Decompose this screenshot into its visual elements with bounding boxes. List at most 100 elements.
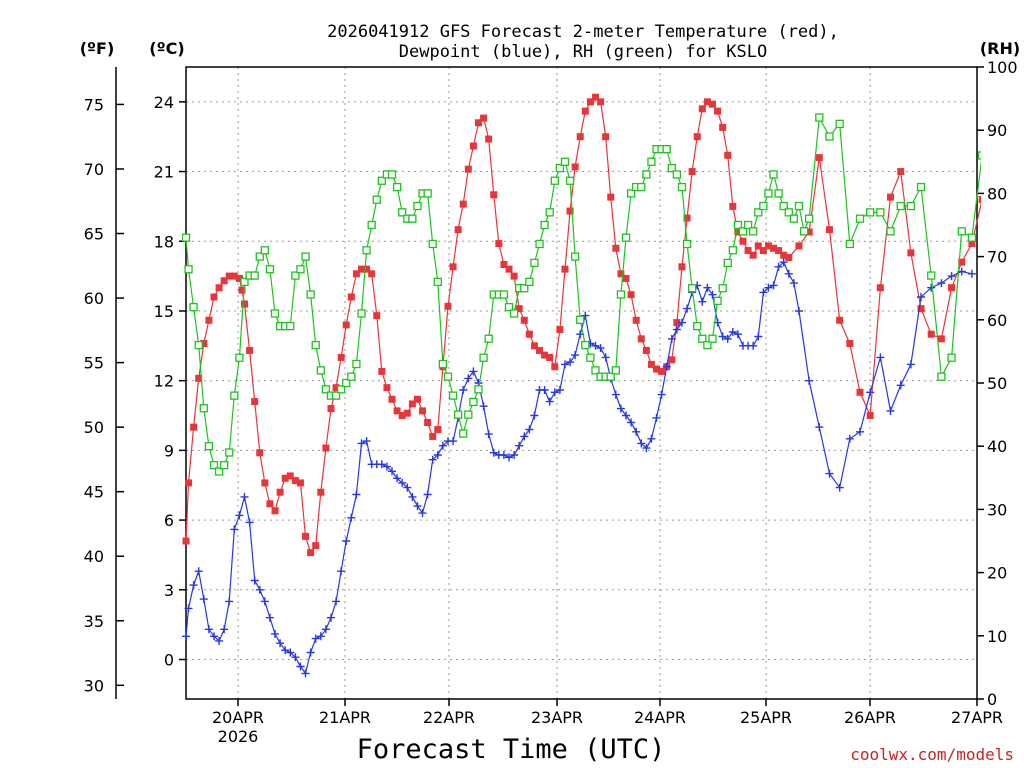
temperature-point: [276, 488, 284, 496]
temperature-point: [927, 330, 935, 338]
dewpoint-point: [906, 360, 915, 369]
temperature-point: [622, 274, 630, 282]
temperature-point: [337, 353, 345, 361]
dewpoint-point: [184, 604, 193, 613]
unit-fahrenheit-label: (ºF): [80, 39, 115, 58]
celsius-tick-label: 15: [154, 302, 174, 321]
temperature-point: [627, 291, 635, 299]
temperature-point: [342, 321, 350, 329]
rh-point: [1009, 108, 1016, 115]
rh-point: [286, 321, 295, 331]
dewpoint-point: [182, 632, 190, 641]
rh-point: [301, 252, 310, 261]
dewpoint-point: [388, 467, 396, 476]
dewpoint-point: [795, 307, 803, 315]
fahrenheit-tick-label: 35: [84, 612, 104, 631]
dewpoint-point: [845, 434, 854, 443]
dewpoint-point: [510, 451, 519, 459]
temperature-point: [825, 226, 833, 234]
temperature-point: [480, 114, 488, 122]
dewpoint-point: [377, 460, 386, 469]
rh-point: [225, 448, 234, 457]
rh-point: [576, 315, 585, 324]
dewpoint-point: [764, 283, 773, 292]
rh-point: [550, 176, 559, 185]
temperature-point: [989, 235, 996, 242]
temperature-point: [347, 293, 355, 301]
dewpoint-point: [403, 483, 412, 492]
dewpoint-point: [449, 437, 458, 446]
rh-point: [626, 189, 636, 198]
dewpoint-point: [703, 283, 712, 292]
dewpoint-point: [647, 434, 656, 443]
temperature-point: [286, 472, 294, 480]
rh-point: [789, 214, 799, 223]
dewpoint-point: [215, 636, 224, 645]
temperature-point: [866, 412, 874, 420]
x-axis-title: Forecast Time (UTC): [357, 734, 666, 765]
rh-point: [530, 258, 539, 268]
rh-point: [367, 220, 376, 230]
dewpoint-point: [194, 567, 203, 576]
rh-point: [260, 246, 269, 255]
temperature-point: [363, 265, 371, 273]
rh-point: [235, 353, 244, 362]
rh-point: [255, 252, 264, 261]
temperature-point: [281, 474, 289, 482]
rh-point: [784, 208, 793, 217]
dewpoint-point: [561, 360, 569, 369]
dewpoint-point: [540, 386, 549, 394]
temperature-point: [591, 93, 599, 101]
temperature-point: [581, 107, 589, 115]
rh-point: [769, 170, 778, 179]
dewpoint-point: [347, 513, 356, 522]
temperature-point: [597, 98, 605, 106]
rh-point: [347, 372, 356, 381]
rh-tick-label: 40: [987, 437, 1007, 456]
dewpoint-point: [337, 567, 346, 576]
dewpoint-point: [311, 634, 320, 643]
temperature-point: [530, 342, 538, 350]
dewpoint-point: [622, 411, 630, 420]
celsius-tick-label: 18: [154, 232, 174, 251]
temperature-point: [551, 363, 559, 371]
temperature-point: [907, 249, 915, 257]
temperature-point: [261, 479, 269, 487]
dewpoint-point: [525, 425, 534, 434]
temperature-point: [876, 284, 884, 292]
x-tick-label: 21APR: [319, 708, 371, 727]
rh-point: [876, 208, 885, 217]
temperature-point: [302, 532, 310, 540]
rh-point: [230, 391, 239, 400]
temperature-point: [683, 214, 691, 222]
dewpoint-point: [698, 297, 707, 306]
temperature-point: [485, 135, 493, 143]
dewpoint-point: [459, 386, 468, 394]
temperature-point: [444, 302, 452, 310]
temperature-point: [322, 444, 330, 452]
temperature-point: [754, 242, 762, 250]
dewpoint-point: [489, 448, 498, 457]
temperature-point: [238, 286, 246, 294]
dewpoint-point: [255, 585, 264, 594]
dewpoint-point: [769, 281, 778, 290]
temperature-point: [566, 207, 574, 215]
rh-point: [774, 189, 783, 198]
dewpoint-point: [321, 625, 330, 634]
fahrenheit-tick-label: 70: [84, 160, 104, 179]
rh-tick-label: 100: [987, 58, 1018, 77]
rh-line: [185, 115, 981, 473]
dewpoint-point: [332, 597, 341, 606]
temperature-point: [642, 346, 650, 354]
rh-point: [713, 296, 722, 305]
rh-point: [342, 378, 351, 388]
unit-rh-label: (RH): [980, 39, 1020, 58]
rh-point: [581, 340, 590, 350]
rh-tick-label: 70: [987, 248, 1007, 267]
temperature-point: [235, 274, 243, 282]
temperature-point: [749, 251, 757, 259]
dewpoint-point: [438, 441, 447, 450]
dewpoint-point: [545, 397, 554, 406]
dewpoint-point: [896, 381, 905, 390]
